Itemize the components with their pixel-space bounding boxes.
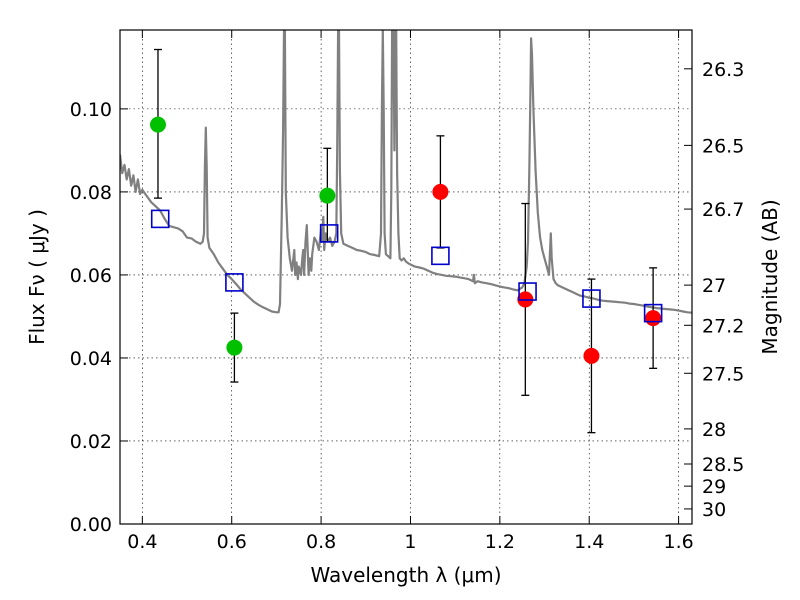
x-axis-label: Wavelength λ (μm)	[310, 563, 501, 587]
y-tick-label: 0.00	[70, 514, 112, 536]
x-tick-label: 1.4	[574, 531, 604, 553]
blue-model-square	[582, 289, 601, 308]
y-tick-label: 0.06	[70, 265, 112, 287]
mag-tick-label: 28.5	[702, 454, 744, 476]
blue-model-square	[431, 246, 450, 266]
y-tick-label: 0.04	[70, 348, 112, 370]
blue-model-square	[319, 224, 339, 243]
blue-model-square	[150, 209, 170, 229]
errorbar-layer	[153, 48, 658, 434]
y-tick-label: 0.02	[70, 431, 112, 453]
mag-tick-label: 28	[702, 419, 726, 441]
y-axis-label: Flux Fν ( μJy )	[25, 209, 49, 345]
x-tick-label: 1	[404, 531, 416, 553]
x-tick-label: 0.6	[217, 531, 247, 553]
plot-frame	[119, 29, 693, 525]
y-tick-label: 0.08	[70, 182, 112, 204]
mag-tick-label: 30	[702, 499, 726, 521]
red-data-point	[432, 183, 449, 200]
x-tick-label: 0.4	[127, 531, 157, 553]
green-data-point	[319, 187, 336, 204]
model-spectrum-layer	[120, 30, 692, 314]
x-tick-label: 0.8	[306, 531, 336, 553]
marker-layer	[149, 116, 663, 364]
tick-layer: 0.4 0.6 0.8 1 1.2 1.4 1.6 0.00 0.02 0.04 0.06 0.08 0…	[70, 30, 744, 553]
mag-tick-label: 29	[702, 476, 726, 498]
x-tick-label: 1.6	[663, 531, 693, 553]
mag-tick-label: 26.3	[702, 59, 744, 81]
x-tick-label: 1.2	[485, 531, 515, 553]
mag-tick-label: 26.7	[702, 199, 744, 221]
blue-model-square	[518, 282, 537, 301]
mag-tick-label: 27	[702, 275, 726, 297]
blue-model-square	[225, 273, 244, 292]
red-data-point	[583, 347, 600, 364]
blue-model-square	[643, 303, 663, 323]
green-data-point	[226, 339, 243, 356]
mag-tick-label: 27.5	[702, 363, 744, 385]
green-data-point	[149, 116, 166, 133]
mag-tick-label: 26.5	[702, 135, 744, 157]
y2-axis-label: Magnitude (AB)	[758, 199, 782, 354]
y-tick-label: 0.10	[70, 99, 112, 121]
model-spectrum-line	[120, 30, 692, 314]
mag-tick-label: 27.2	[702, 315, 744, 337]
red-data-point	[645, 310, 662, 327]
